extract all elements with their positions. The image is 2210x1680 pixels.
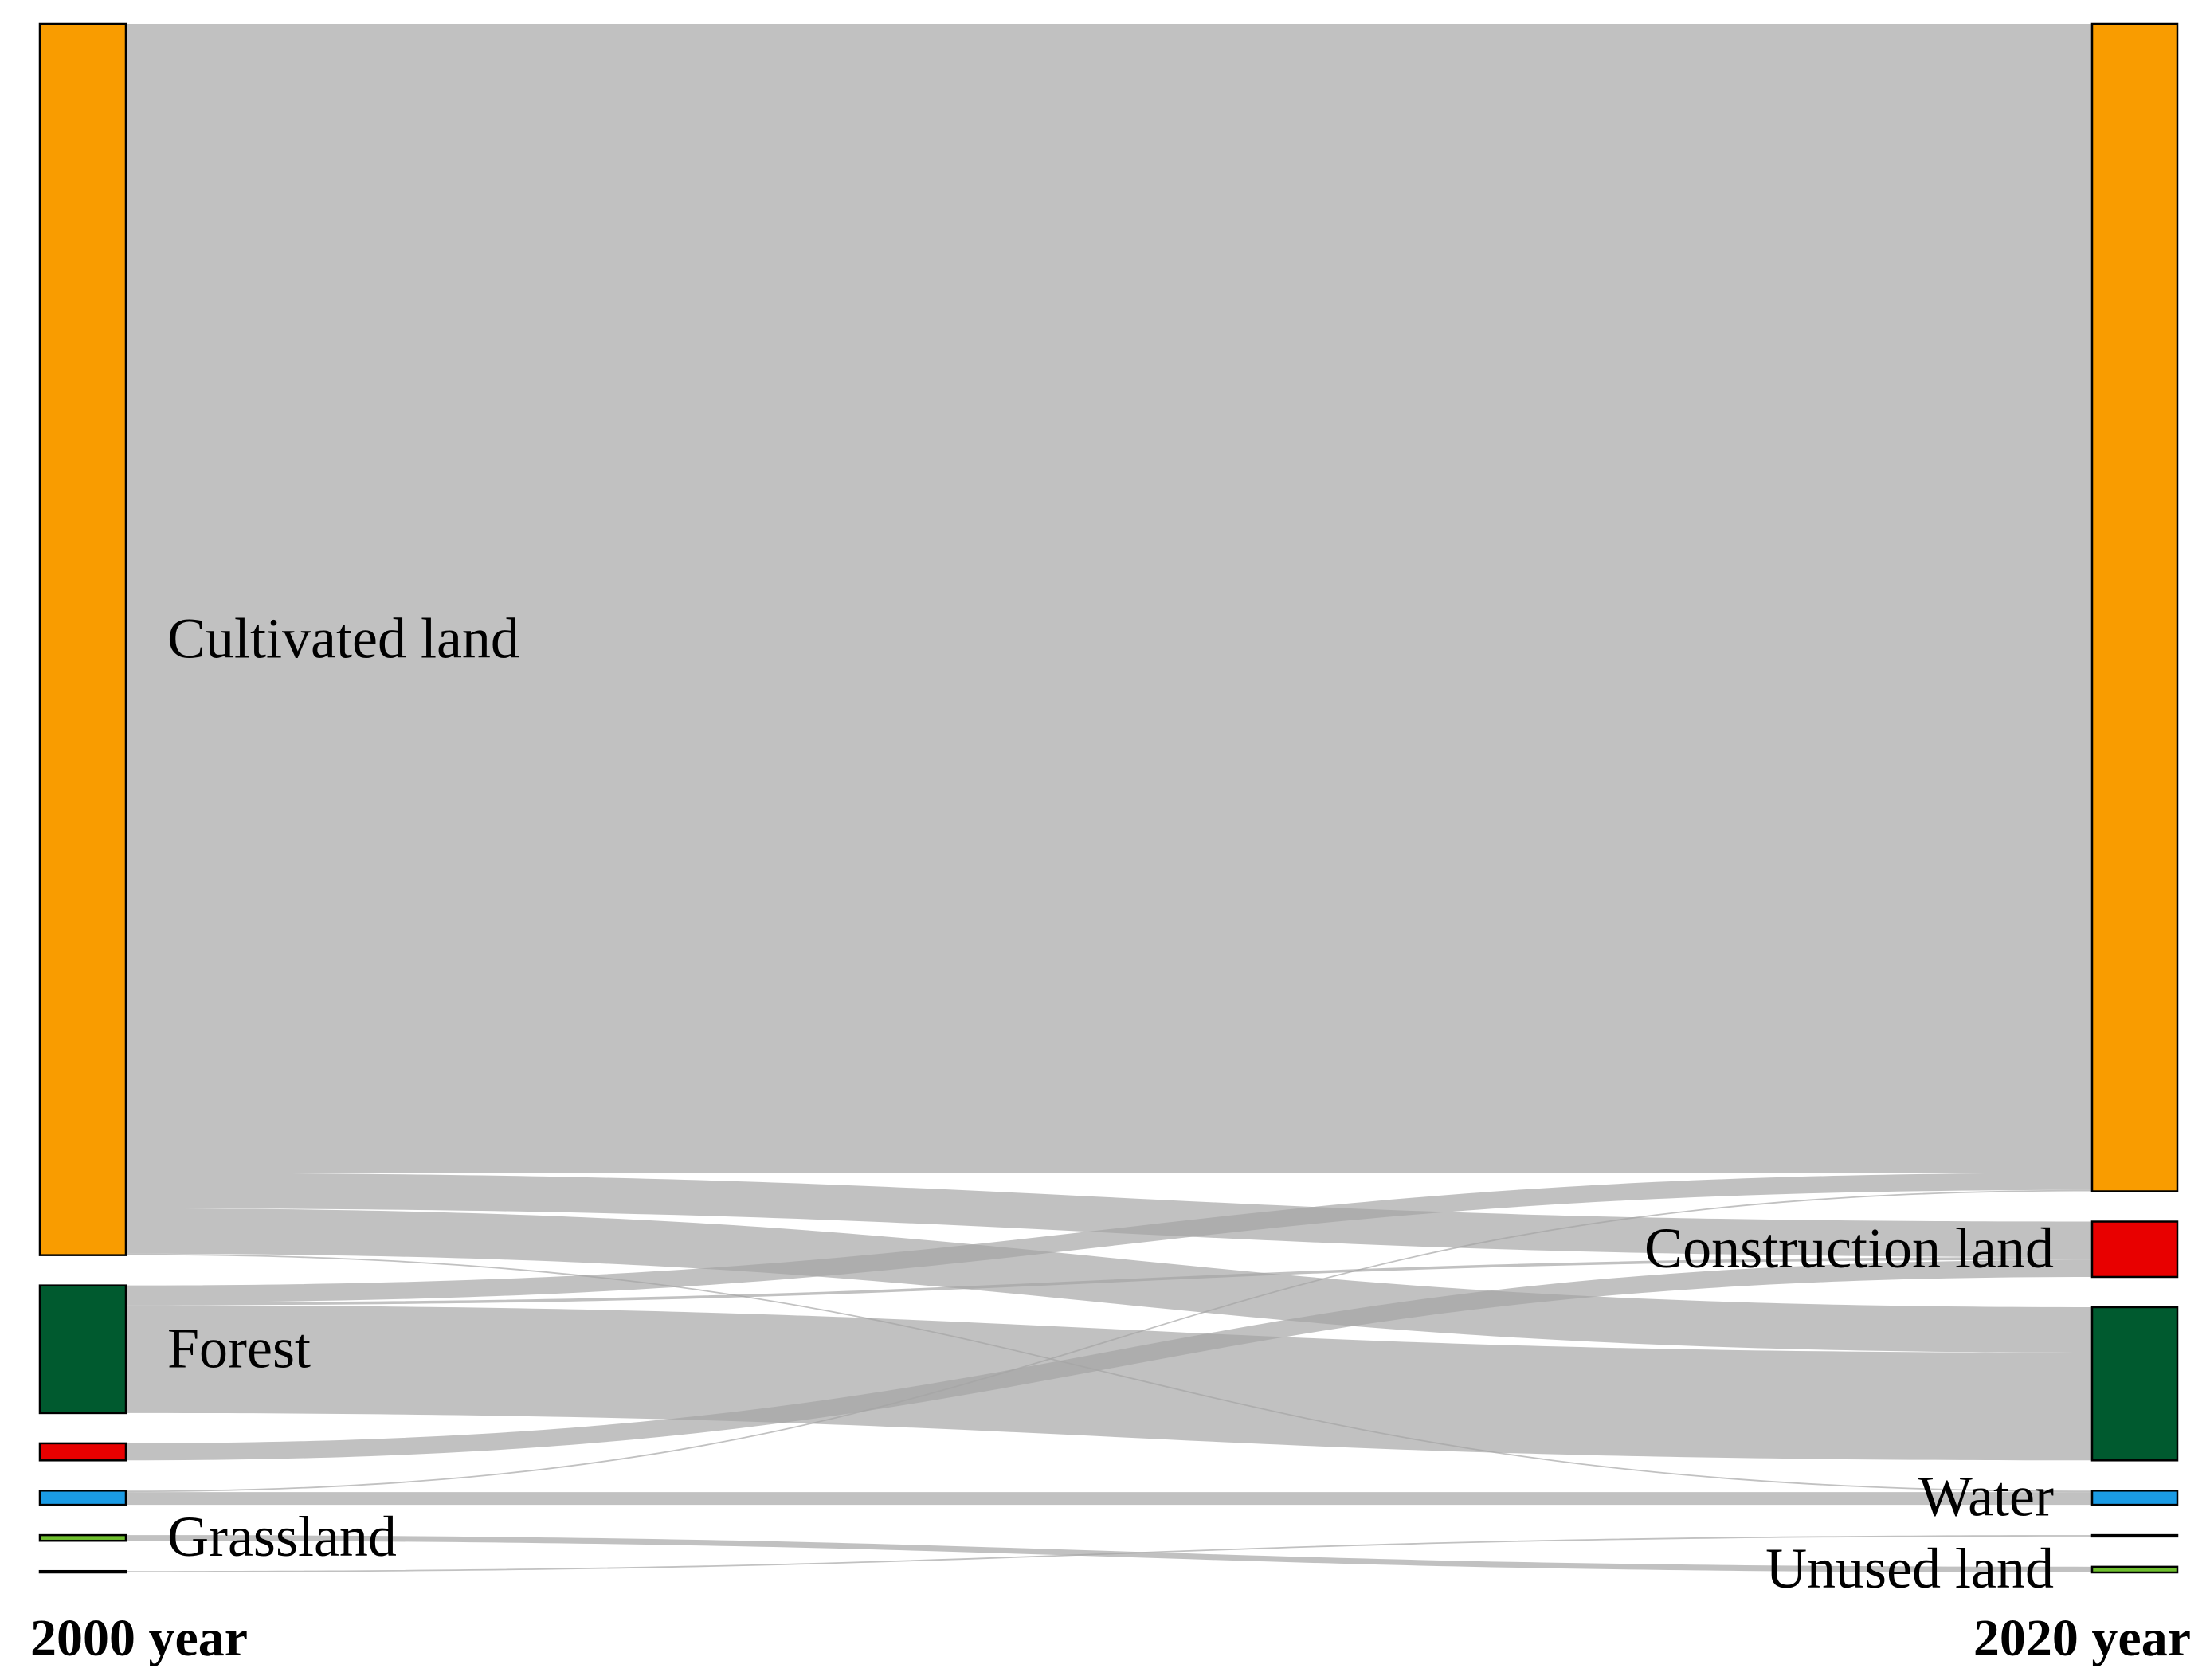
left-axis-title: 2000 year [30,1609,248,1667]
flow [126,1173,2092,1303]
node [2090,1306,2179,1462]
node [2090,22,2179,1192]
node [2090,1490,2179,1506]
node [2090,1565,2179,1574]
flow [126,1173,2092,1258]
flow [126,1535,2092,1572]
node [2090,1533,2179,1538]
node-label: Cultivated land [167,606,519,670]
flow [126,24,2092,1173]
node-label: Grassland [167,1505,397,1568]
node [38,1533,127,1542]
node [38,22,127,1256]
flow [126,1189,2092,1493]
flow [126,1305,2092,1461]
node [38,1569,127,1574]
node-label: Forest [167,1316,311,1380]
node-label: Construction land [1644,1216,2054,1280]
nodes [38,22,2179,1574]
flow [126,1259,2092,1461]
node [38,1490,127,1506]
links [126,24,2092,1572]
node [2090,1220,2179,1279]
node-label: Water [1918,1465,2054,1529]
flow [126,1492,2092,1506]
node-label: Unused land [1765,1537,2054,1600]
node [38,1442,127,1462]
flow [126,1257,2092,1306]
node [38,1284,127,1415]
right-axis-title: 2020 year [1973,1609,2191,1667]
